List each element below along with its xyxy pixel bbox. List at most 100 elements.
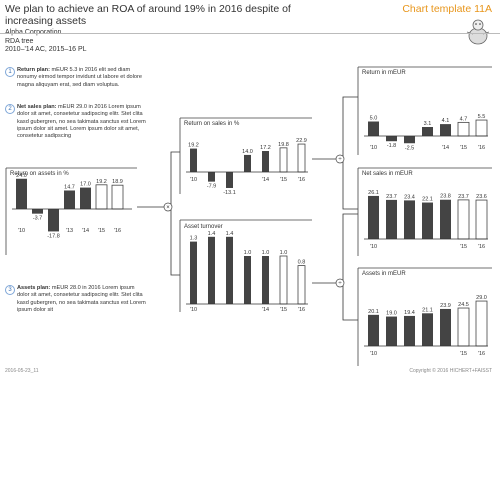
bar [458,200,469,239]
data-label: 1.3 [190,236,198,242]
bar [422,313,433,346]
tick-label: '10 [370,244,377,250]
chart-title: Return on sales in % [184,121,240,127]
data-label: 19.2 [188,143,199,149]
bar [48,209,59,231]
bar [190,149,197,172]
tick-label: '10 [370,145,377,151]
bar [458,308,469,346]
chart-roa: Return on assets in %24.0'10-3.7-17.814.… [10,171,132,239]
data-label: -7.9 [207,184,216,190]
data-label: 29.0 [476,295,487,301]
tick-label: '13 [66,228,73,234]
data-label: 23.7 [458,194,469,200]
data-label: 1.4 [226,231,234,237]
bar [386,136,397,141]
bar [422,203,433,239]
bar [244,256,251,304]
data-label: 19.4 [404,310,415,316]
bar [440,200,451,239]
data-label: 19.0 [386,311,397,317]
data-label: 23.9 [440,303,451,309]
bar [458,122,469,136]
data-label: 1.4 [208,231,216,237]
operator-symbol: × [166,205,170,211]
chart-return: Return in mEUR5.0'10-1.8-2.53.14.1'144.7… [362,70,488,151]
bar [208,172,215,182]
data-label: 4.7 [460,116,468,122]
bar [32,209,43,214]
tick-label: '15 [460,145,467,151]
data-label: 14.0 [242,149,253,155]
chart-turnover: Asset turnover1.3'101.41.41.01.0'141.0'1… [184,224,308,313]
tick-label: '15 [98,228,105,234]
bar [368,315,379,346]
chart-title: Return in mEUR [362,70,406,76]
bar [422,127,433,136]
bar [298,266,305,304]
bar [280,148,287,172]
data-label: -2.5 [405,145,414,151]
data-label: 18.9 [112,179,123,185]
footer-right: Copyright © 2016 HICHERT+FAISST [409,368,492,374]
bar [404,136,415,143]
data-label: 19.8 [278,142,289,148]
bar [190,242,197,304]
data-label: 5.0 [370,116,378,122]
bar [404,316,415,346]
tick-label: '14 [262,177,269,183]
data-label: 1.0 [262,250,270,256]
data-label: 20.1 [368,309,379,315]
data-label: -13.1 [223,190,236,196]
data-label: -1.8 [387,143,396,149]
tick-label: '16 [478,244,485,250]
bar [368,122,379,137]
data-label: 22.1 [422,197,433,203]
tick-label: '16 [298,177,305,183]
tick-label: '16 [478,145,485,151]
chart-sales: Net sales in mEUR26.1'1023.723.422.123.8… [362,171,488,250]
tick-label: '14 [82,228,89,234]
bar [368,196,379,239]
bar [16,179,27,209]
bar [476,120,487,136]
data-label: 0.8 [298,260,306,266]
data-label: 23.4 [404,194,415,200]
data-label: 17.0 [80,182,91,188]
chart-title: Net sales in mEUR [362,171,413,177]
bar [280,256,287,304]
data-label: 23.7 [386,194,397,200]
footer-left: 2016-05-23_11 [5,368,39,374]
tick-label: '10 [190,177,197,183]
bar [386,200,397,239]
data-label: 24.5 [458,302,469,308]
tick-label: '15 [460,351,467,357]
data-label: 1.0 [244,250,252,256]
tick-label: '10 [190,307,197,313]
tick-label: '16 [478,351,485,357]
bar [226,172,233,188]
tick-label: '14 [262,307,269,313]
bar [226,237,233,304]
bar [64,190,75,209]
bar [208,237,215,304]
data-label: 17.2 [260,145,271,151]
data-label: 23.8 [440,194,451,200]
bar [440,124,451,136]
chart-title: Assets in mEUR [362,271,406,277]
data-label: -3.7 [33,216,42,222]
bar [440,309,451,346]
tick-label: '16 [114,228,121,234]
bar [112,185,123,209]
chart-frames [6,67,492,366]
bar [96,185,107,209]
bar [244,155,251,172]
data-label: 19.2 [96,179,107,185]
tick-label: '15 [280,177,287,183]
data-label: 23.6 [476,194,487,200]
bar [80,188,91,209]
data-label: 4.1 [442,118,450,124]
data-label: 1.0 [280,250,288,256]
tick-label: '16 [298,307,305,313]
